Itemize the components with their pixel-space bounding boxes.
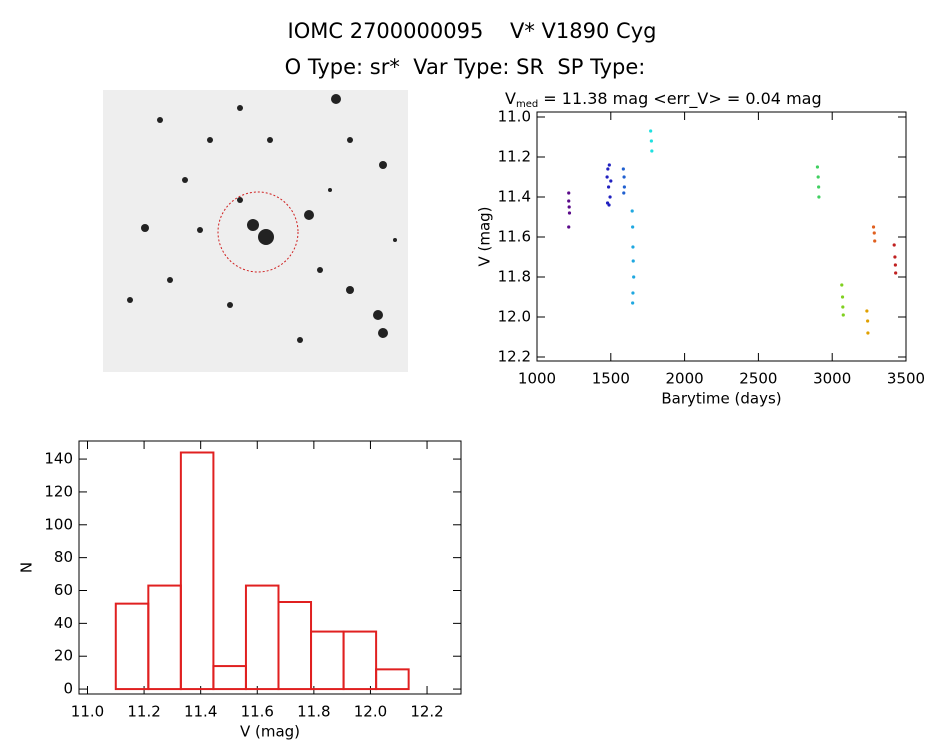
point	[865, 309, 869, 313]
hist-bar	[212, 665, 247, 691]
y-tick-label: 60	[54, 581, 73, 599]
point	[631, 259, 635, 263]
y-axis-label: N	[18, 562, 36, 573]
point	[567, 211, 572, 215]
image-bg	[103, 90, 408, 372]
x-tick-label: 2500	[739, 370, 777, 388]
point	[622, 175, 626, 179]
x-tick-label: 11.2	[127, 703, 160, 721]
y-tick-label: 0	[63, 680, 73, 698]
point	[866, 319, 870, 323]
hist-bar	[310, 630, 345, 691]
point	[630, 209, 634, 213]
point	[567, 191, 571, 195]
title-rest: = 11.38 mag <err_V> = 0.04 mag	[538, 89, 821, 109]
y-tick-label: 12.2	[498, 348, 531, 366]
star-field	[103, 90, 408, 372]
x-tick-label: 1000	[518, 370, 556, 388]
x-tick-label: 1500	[592, 370, 630, 388]
hist-bar	[244, 584, 280, 691]
point	[622, 185, 626, 189]
point	[606, 167, 610, 171]
point	[621, 167, 625, 171]
point	[609, 179, 613, 183]
point	[631, 225, 635, 229]
point	[608, 195, 612, 199]
point	[817, 185, 821, 189]
chart-title: Vmed = 11.38 mag <err_V> = 0.04 mag	[505, 89, 822, 111]
y-tick-label: 80	[54, 548, 73, 566]
point	[650, 149, 654, 153]
x-tick-label: 11.8	[297, 703, 330, 721]
point	[632, 275, 636, 279]
page-subtitle: O Type: sr* Var Type: SR SP Type:	[285, 55, 646, 79]
point	[649, 139, 653, 143]
point	[892, 243, 896, 247]
point	[631, 301, 635, 305]
x-tick-label: 3000	[813, 370, 851, 388]
hist-bar	[277, 601, 313, 691]
title-main: V	[505, 89, 516, 108]
point	[893, 255, 897, 259]
plot-frame	[78, 440, 462, 695]
hist-bar	[342, 630, 378, 691]
x-tick-label: 11.6	[241, 703, 274, 721]
y-tick-label: 11.0	[498, 108, 531, 126]
y-tick-label: 20	[54, 647, 73, 665]
point	[841, 305, 845, 309]
page-title: IOMC 2700000095 V* V1890 Cyg	[288, 19, 657, 43]
point	[871, 225, 876, 229]
x-tick-label: 11.0	[71, 703, 104, 721]
point	[816, 175, 820, 179]
point	[606, 185, 611, 189]
x-axis-label: V (mag)	[240, 723, 300, 741]
y-tick-label: 120	[44, 482, 73, 500]
y-tick-label: 11.6	[498, 228, 531, 246]
point	[631, 291, 635, 295]
title-sub: med	[516, 99, 538, 110]
point	[815, 165, 820, 169]
hist-bar	[114, 602, 150, 691]
point	[567, 205, 571, 209]
point	[840, 283, 844, 287]
y-tick-label: 140	[44, 450, 73, 468]
point	[866, 331, 870, 335]
hist-bar	[375, 668, 410, 691]
hist-bar	[147, 584, 182, 691]
point	[631, 245, 635, 249]
point	[817, 195, 821, 199]
point	[607, 203, 611, 207]
hist-bar	[179, 451, 215, 691]
point	[622, 191, 626, 195]
stars	[127, 94, 397, 343]
y-tick-label: 40	[54, 614, 73, 632]
point	[893, 263, 897, 267]
y-axis-label: V (mag)	[476, 206, 494, 266]
point	[607, 163, 611, 167]
point	[872, 231, 876, 235]
plot-frame	[536, 111, 907, 362]
target-circle	[217, 191, 299, 273]
y-tick-label: 100	[44, 515, 73, 533]
point	[873, 239, 877, 243]
x-tick-label: 11.4	[184, 703, 217, 721]
point	[649, 129, 653, 133]
point	[894, 271, 898, 275]
x-tick-label: 2000	[666, 370, 704, 388]
point	[605, 175, 609, 179]
x-tick-label: 12.2	[410, 703, 443, 721]
y-tick-label: 11.2	[498, 148, 531, 166]
y-tick-label: 11.4	[498, 188, 531, 206]
x-tick-label: 12.0	[354, 703, 387, 721]
x-axis-label: Barytime (days)	[661, 390, 781, 408]
point	[840, 295, 845, 299]
y-tick-label: 12.0	[498, 308, 531, 326]
point	[567, 225, 571, 229]
y-tick-label: 11.8	[498, 268, 531, 286]
point	[841, 313, 845, 317]
point	[567, 199, 571, 203]
x-tick-label: 3500	[887, 370, 925, 388]
